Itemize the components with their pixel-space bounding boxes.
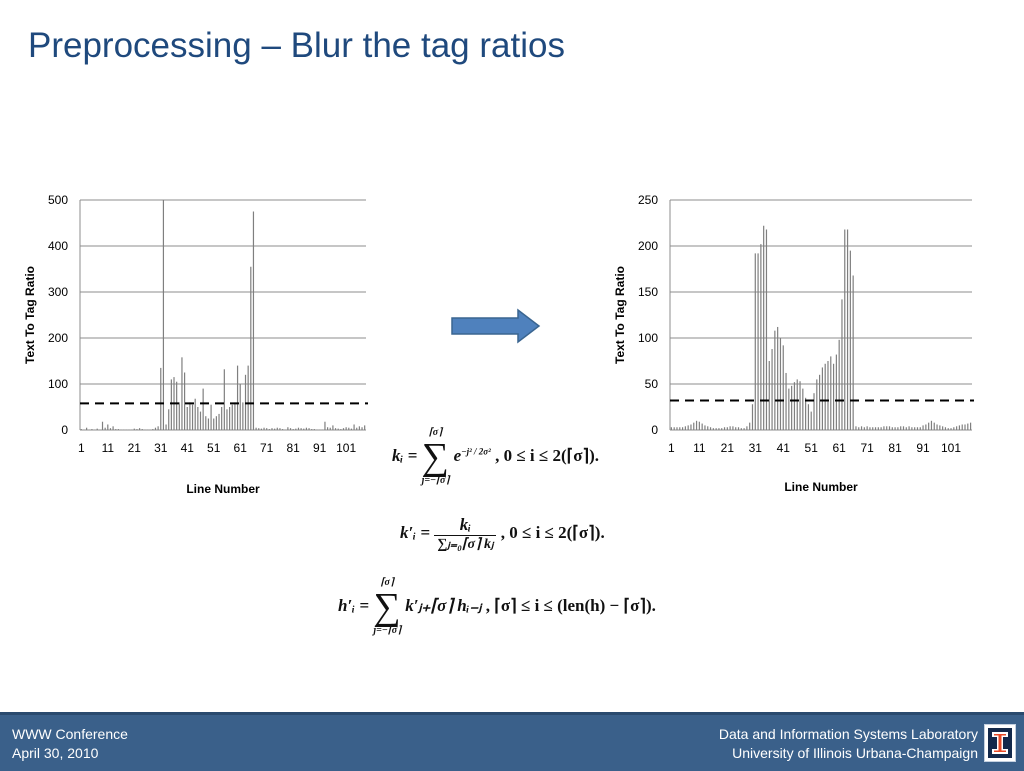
- y-tick-label: 150: [638, 285, 658, 299]
- x-tick-label: 21: [128, 441, 142, 455]
- x-tick-label: 71: [260, 441, 274, 455]
- y-tick-label: 250: [638, 193, 658, 207]
- y-axis-label: Text To Tag Ratio: [613, 266, 627, 364]
- y-tick-label: 100: [638, 331, 658, 345]
- formula-h-term: k′ⱼ₊⌈σ⌉ hᵢ₋ⱼ: [405, 595, 482, 615]
- x-tick-label: 31: [749, 441, 763, 455]
- raw-tag-ratio-chart: 0 100 200 300 400 500 1 11 21 31 41 51 61 71 81 91 101 Li…: [20, 190, 380, 500]
- y-tick-label: 300: [48, 285, 68, 299]
- sum-lower-limit: j=−⌈σ⌉: [421, 475, 450, 486]
- sum-upper-limit: ⌈σ⌉: [380, 577, 394, 588]
- sum-upper-limit: ⌈σ⌉: [428, 427, 443, 438]
- fraction-denominator: ∑ⱼ₌₀⌈σ⌉ kⱼ: [437, 537, 494, 552]
- formula-h-lhs: h′ᵢ =: [338, 595, 370, 615]
- y-tick-label: 50: [645, 377, 659, 391]
- footer-date: April 30, 2010: [12, 745, 99, 761]
- x-tick-label: 71: [860, 441, 874, 455]
- footer-conference: WWW Conference: [12, 726, 128, 742]
- fraction-numerator: kᵢ: [434, 515, 497, 536]
- x-tick-label: 91: [916, 441, 930, 455]
- slide-title: Preprocessing – Blur the tag ratios: [28, 26, 565, 65]
- x-tick-label: 1: [78, 441, 85, 455]
- y-tick-label: 0: [651, 423, 658, 437]
- x-tick-label: 61: [234, 441, 248, 455]
- footer-left: WWW Conference April 30, 2010: [12, 725, 128, 763]
- formula-h-condition: , ⌈σ⌉ ≤ i ≤ (len(h) − ⌈σ⌉).: [485, 595, 656, 615]
- illinois-block-i-icon: [984, 724, 1016, 762]
- formula-k-lhs: kᵢ =: [392, 445, 418, 465]
- formula-k-exponent: −j² / 2σ²: [461, 446, 491, 457]
- y-tick-label: 500: [48, 193, 68, 207]
- formula-k-condition: , 0 ≤ i ≤ 2(⌈σ⌉).: [495, 445, 600, 465]
- x-tick-label: 51: [207, 441, 221, 455]
- x-axis-label: Line Number: [784, 480, 858, 494]
- x-tick-label: 81: [888, 441, 902, 455]
- footer-bar: WWW Conference April 30, 2010 Data and I…: [0, 712, 1024, 771]
- sum-lower-limit: j=−⌈σ⌉: [373, 625, 402, 636]
- y-tick-label: 200: [48, 331, 68, 345]
- y-tick-label: 200: [638, 239, 658, 253]
- x-tick-label: 31: [154, 441, 168, 455]
- formula-kp-condition: , 0 ≤ i ≤ 2(⌈σ⌉).: [500, 522, 605, 542]
- footer-university: University of Illinois Urbana-Champaign: [732, 745, 978, 761]
- x-tick-label: 101: [941, 441, 961, 455]
- x-axis-label: Line Number: [186, 482, 260, 496]
- arrow-right-icon: [450, 308, 542, 349]
- y-axis-label: Text To Tag Ratio: [23, 266, 37, 364]
- summation-symbol: ⌈σ⌉ ∑ j=−⌈σ⌉: [373, 577, 402, 636]
- x-tick-label: 61: [832, 441, 846, 455]
- x-tick-label: 81: [286, 441, 300, 455]
- gaussian-kernel-formula: kᵢ = ⌈σ⌉ ∑ j=−⌈σ⌉ e−j² / 2σ² , 0 ≤ i ≤ 2…: [392, 428, 599, 486]
- x-tick-label: 1: [668, 441, 675, 455]
- y-tick-label: 0: [61, 423, 68, 437]
- x-tick-label: 41: [777, 441, 791, 455]
- x-tick-label: 21: [721, 441, 735, 455]
- fraction: kᵢ ∑ⱼ₌₀⌈σ⌉ kⱼ: [434, 515, 497, 553]
- normalized-kernel-formula: k′ᵢ = kᵢ ∑ⱼ₌₀⌈σ⌉ kⱼ , 0 ≤ i ≤ 2(⌈σ⌉).: [400, 515, 605, 553]
- x-tick-label: 41: [181, 441, 195, 455]
- x-tick-label: 11: [693, 441, 706, 455]
- footer-right: Data and Information Systems Laboratory …: [719, 725, 978, 763]
- footer-lab: Data and Information Systems Laboratory: [718, 726, 978, 742]
- smoothed-tag-ratio-chart: 0 50 100 150 200 250 1 11 21 31 41 51 61 71 81 91 101 Lin…: [610, 190, 990, 500]
- y-tick-label: 100: [48, 377, 68, 391]
- smoothed-ratio-formula: h′ᵢ = ⌈σ⌉ ∑ j=−⌈σ⌉ k′ⱼ₊⌈σ⌉ hᵢ₋ⱼ , ⌈σ⌉ ≤ …: [338, 578, 656, 636]
- x-tick-label: 11: [102, 441, 115, 455]
- y-tick-label: 400: [48, 239, 68, 253]
- summation-symbol: ⌈σ⌉ ∑ j=−⌈σ⌉: [421, 427, 450, 486]
- formula-k-exp: e: [453, 445, 462, 465]
- x-tick-label: 101: [336, 441, 356, 455]
- formula-kp-lhs: k′ᵢ =: [400, 522, 431, 542]
- x-tick-label: 91: [313, 441, 327, 455]
- x-tick-label: 51: [805, 441, 819, 455]
